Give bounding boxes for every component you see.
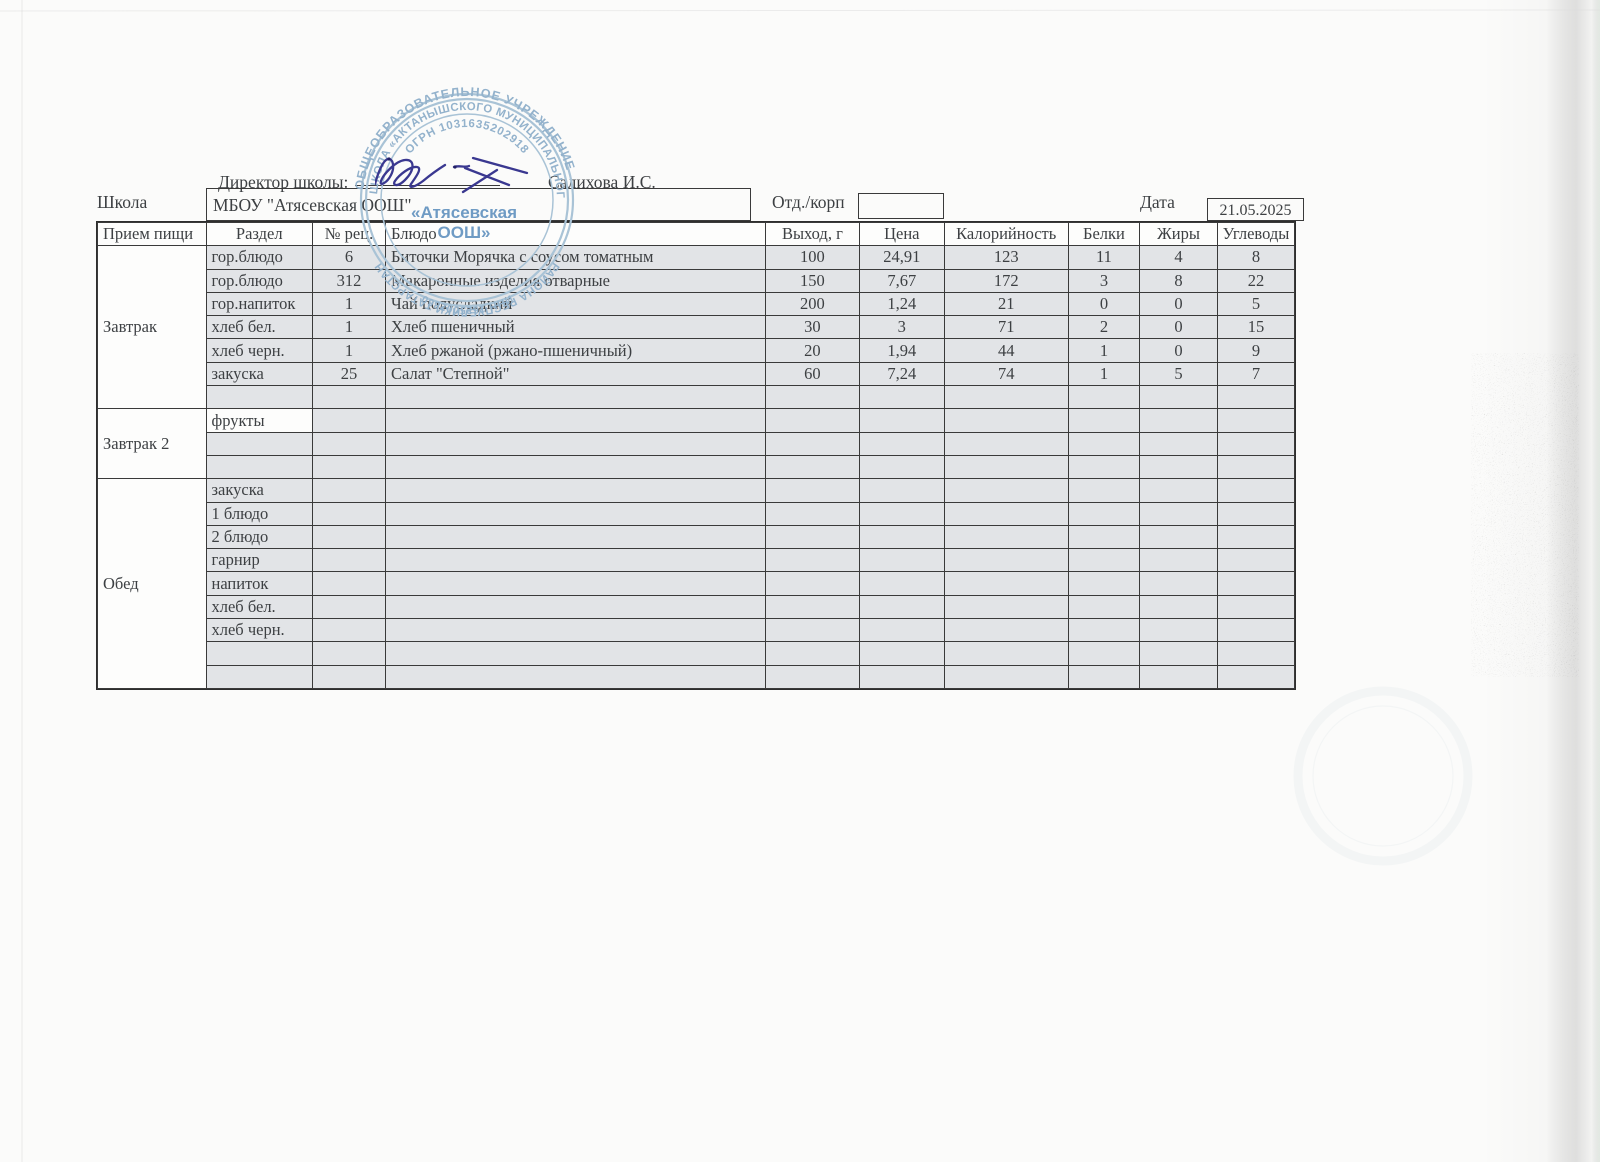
svg-text:ООШ»: ООШ»	[438, 223, 491, 242]
